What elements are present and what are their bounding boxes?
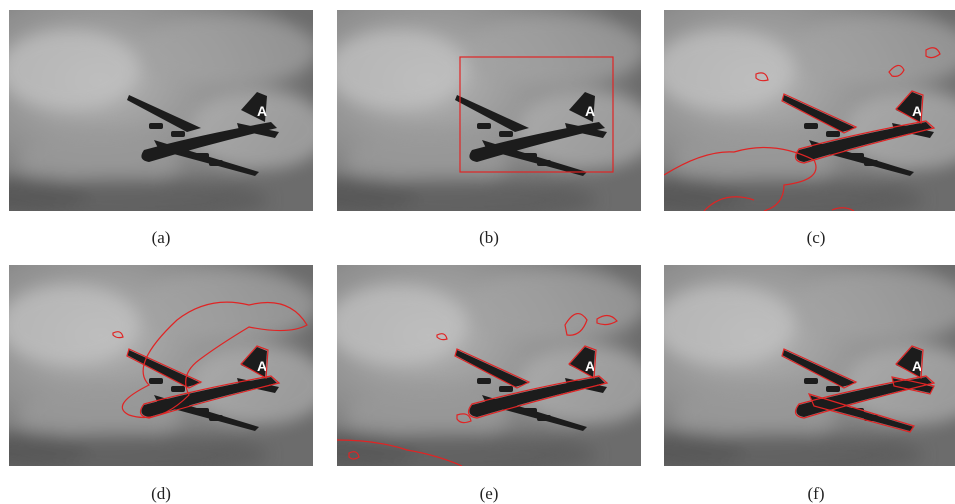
caption-f: (f) bbox=[807, 484, 825, 503]
caption-a: (a) bbox=[151, 228, 171, 247]
panel-e-image bbox=[337, 265, 641, 466]
caption-e: (e) bbox=[479, 484, 499, 503]
panel-b-image bbox=[337, 10, 641, 211]
caption-c: (c) bbox=[806, 228, 826, 247]
panel-f-image bbox=[664, 265, 955, 466]
caption-d: (d) bbox=[151, 484, 171, 503]
panel-a-image bbox=[9, 10, 313, 211]
panel-c-image bbox=[664, 10, 955, 211]
caption-b: (b) bbox=[479, 228, 499, 247]
panel-d-image bbox=[9, 265, 313, 466]
